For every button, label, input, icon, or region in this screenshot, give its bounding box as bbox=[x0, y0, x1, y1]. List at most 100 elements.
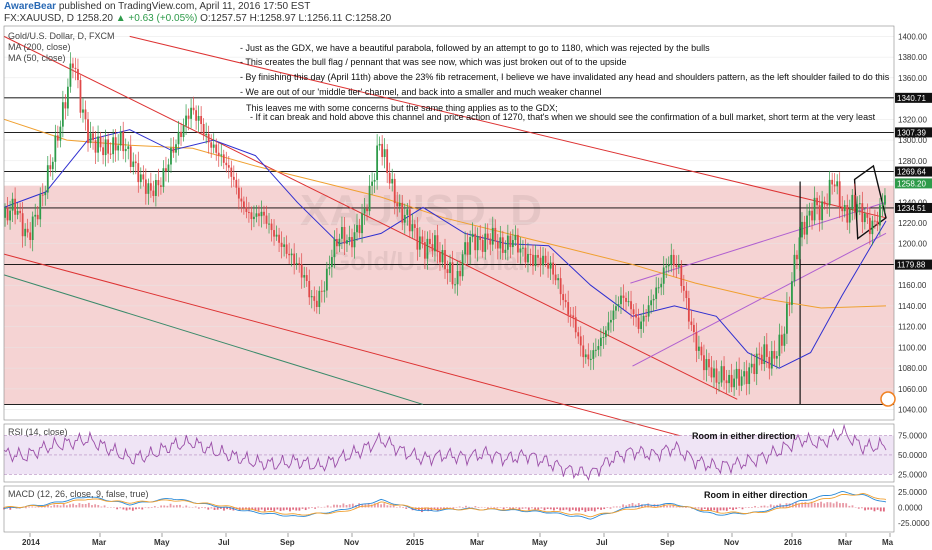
macd-histogram-bar bbox=[383, 503, 386, 508]
rsi-panel[interactable]: 25.0000 50.0000 75.0000 RSI (14, close) Room… bbox=[3, 423, 927, 483]
candle-body bbox=[59, 126, 62, 141]
candle-body bbox=[491, 227, 494, 245]
macd-histogram-bar bbox=[399, 506, 401, 508]
candle-body bbox=[273, 230, 275, 237]
candle-body bbox=[539, 257, 542, 266]
candle-body bbox=[730, 374, 733, 388]
candle-body bbox=[255, 213, 258, 217]
macd-histogram-bar bbox=[194, 506, 197, 508]
time-axis[interactable]: 2014 Mar May Jul Sep Nov 2015 Mar May Jul Sep Nov 20… bbox=[22, 533, 894, 547]
candle-body bbox=[127, 146, 130, 150]
candle-body bbox=[411, 224, 414, 232]
candle-body bbox=[190, 107, 192, 119]
macd-histogram-bar bbox=[556, 507, 558, 509]
candle-body bbox=[574, 317, 577, 333]
macd-histogram-bar bbox=[597, 507, 599, 510]
macd-histogram-bar bbox=[593, 507, 596, 512]
author-link[interactable]: AwareBear bbox=[4, 1, 57, 12]
candle-body bbox=[21, 213, 24, 237]
macd-histogram-bar bbox=[609, 507, 612, 509]
candle-body bbox=[808, 210, 811, 216]
macd-histogram-bar bbox=[505, 507, 508, 508]
candle-body bbox=[353, 232, 356, 248]
pennant-pattern bbox=[853, 164, 887, 240]
macd-histogram-bar bbox=[160, 505, 163, 508]
candle-body bbox=[172, 147, 175, 153]
candle-body bbox=[245, 207, 248, 213]
macd-histogram-bar bbox=[219, 507, 222, 509]
candle-body bbox=[99, 136, 102, 148]
candle-body bbox=[796, 254, 798, 260]
candle-body bbox=[768, 356, 771, 369]
macd-histogram-bar bbox=[631, 502, 634, 508]
macd-histogram-bar bbox=[876, 507, 879, 510]
candle-body bbox=[258, 213, 260, 217]
candle-body bbox=[501, 237, 504, 253]
macd-histogram-bar bbox=[150, 507, 153, 508]
macd-histogram-bar bbox=[798, 503, 800, 508]
candle-body bbox=[529, 253, 532, 255]
candle-body bbox=[765, 344, 768, 357]
candle-body bbox=[434, 235, 436, 252]
macd-tick-label: 0.0000 bbox=[898, 503, 923, 512]
macd-histogram-bar bbox=[471, 507, 474, 508]
candle-body bbox=[104, 139, 107, 156]
candle-body bbox=[333, 239, 336, 258]
panel-frame bbox=[3, 25, 895, 421]
candle-body bbox=[745, 371, 748, 384]
x-tick-label: Sep bbox=[660, 538, 675, 547]
macd-histogram-bar bbox=[443, 507, 445, 509]
candle-body bbox=[511, 240, 514, 248]
macd-histogram-bar bbox=[182, 506, 185, 508]
macd-histogram-bar bbox=[84, 504, 87, 508]
candle-body bbox=[514, 234, 517, 241]
ma200-line bbox=[3, 118, 887, 309]
macd-histogram-bar bbox=[289, 507, 291, 512]
candle-body bbox=[429, 238, 431, 245]
candle-body bbox=[851, 194, 854, 210]
candle-body bbox=[66, 86, 69, 109]
candle-body bbox=[692, 324, 695, 333]
price-tag bbox=[895, 166, 932, 177]
macd-histogram-bar bbox=[94, 504, 97, 508]
candle-body bbox=[866, 213, 869, 218]
candle-body bbox=[775, 355, 778, 359]
macd-histogram-bar bbox=[518, 507, 521, 510]
macd-histogram-bar bbox=[694, 507, 697, 509]
candle-body bbox=[476, 236, 479, 251]
macd-histogram-bar bbox=[109, 507, 112, 508]
macd-histogram-bar bbox=[166, 505, 169, 508]
macd-histogram-bar bbox=[304, 507, 307, 511]
macd-panel[interactable]: -25.0000 0.0000 25.0000 MACD (12, 26, close… bbox=[3, 485, 930, 533]
candle-body bbox=[758, 353, 761, 355]
candle-body bbox=[718, 382, 720, 384]
price-tag bbox=[895, 127, 932, 138]
candle-body bbox=[192, 107, 195, 111]
macd-histogram-bar bbox=[323, 506, 326, 508]
candle-body bbox=[285, 244, 288, 254]
macd-histogram-bar bbox=[754, 505, 756, 508]
candle-body bbox=[499, 237, 502, 249]
macd-histogram-bar bbox=[449, 507, 452, 508]
candle-body bbox=[165, 168, 167, 172]
candle-body bbox=[373, 179, 376, 182]
macd-histogram-bar bbox=[56, 504, 59, 508]
candle-body bbox=[34, 214, 37, 217]
candle-body bbox=[102, 147, 104, 156]
macd-histogram-bar bbox=[857, 507, 860, 509]
macd-histogram-bar bbox=[216, 507, 219, 510]
macd-histogram-bar bbox=[31, 506, 34, 508]
price-tag bbox=[895, 178, 932, 189]
candle-body bbox=[197, 116, 200, 121]
macd-histogram-bar bbox=[656, 504, 659, 508]
candle-body bbox=[356, 225, 358, 233]
macd-histogram-bar bbox=[553, 507, 555, 511]
candle-body bbox=[549, 262, 552, 269]
candle-body bbox=[36, 214, 39, 220]
candle-body bbox=[142, 174, 145, 180]
candle-body bbox=[728, 374, 730, 384]
macd-histogram-bar bbox=[427, 507, 430, 512]
macd-histogram-bar bbox=[119, 507, 122, 509]
